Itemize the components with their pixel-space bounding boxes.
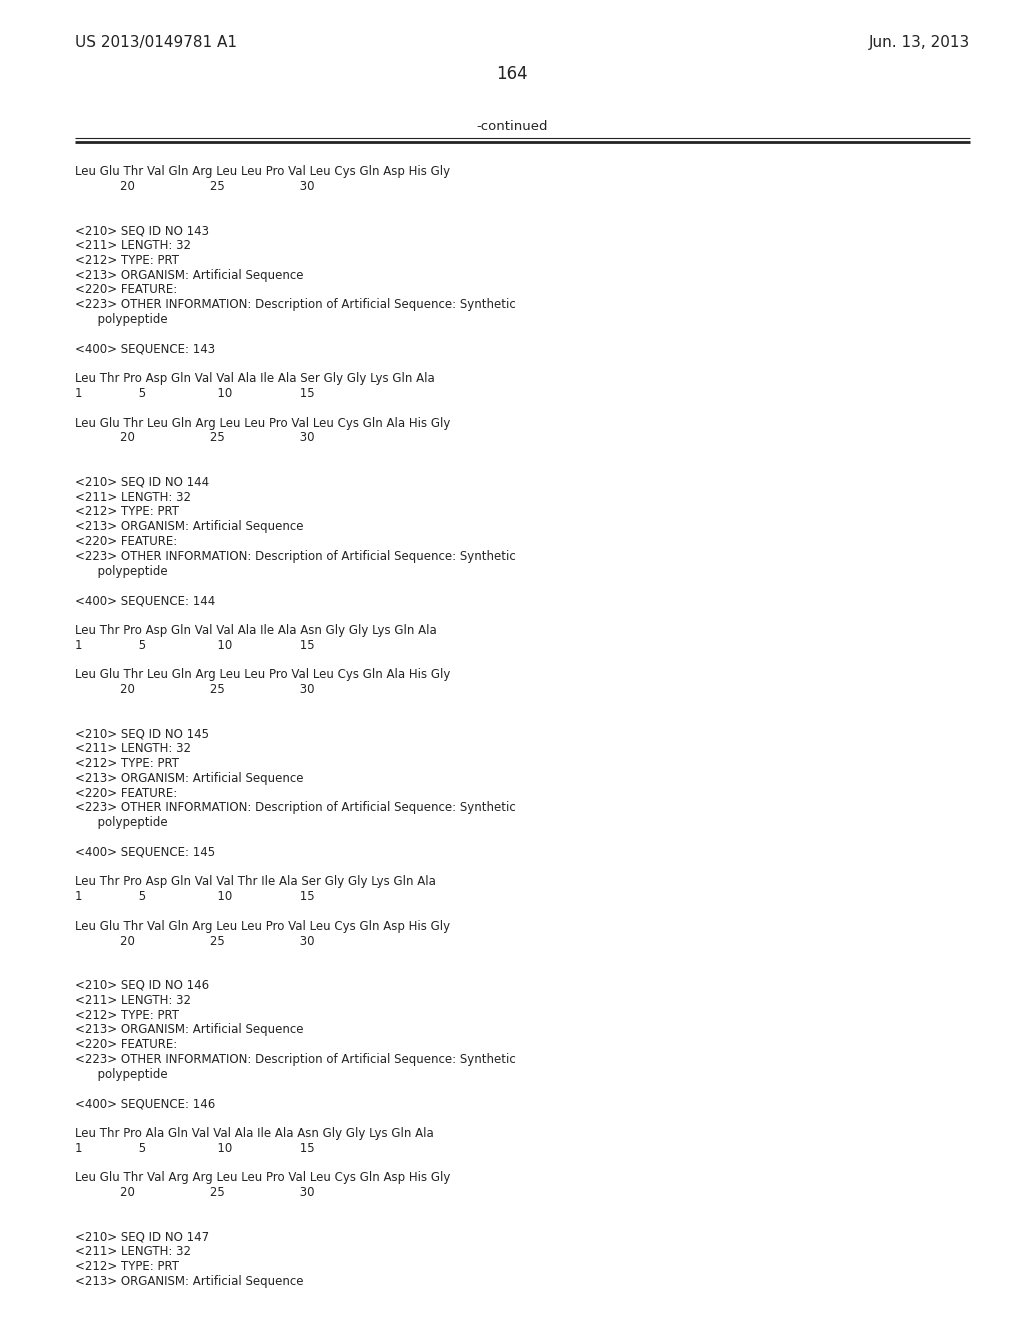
Text: 1               5                   10                  15: 1 5 10 15 [75, 639, 314, 652]
Text: <400> SEQUENCE: 145: <400> SEQUENCE: 145 [75, 846, 215, 859]
Text: <212> TYPE: PRT: <212> TYPE: PRT [75, 1261, 179, 1274]
Text: <213> ORGANISM: Artificial Sequence: <213> ORGANISM: Artificial Sequence [75, 520, 303, 533]
Text: <213> ORGANISM: Artificial Sequence: <213> ORGANISM: Artificial Sequence [75, 1023, 303, 1036]
Text: -continued: -continued [476, 120, 548, 133]
Text: <213> ORGANISM: Artificial Sequence: <213> ORGANISM: Artificial Sequence [75, 772, 303, 785]
Text: <223> OTHER INFORMATION: Description of Artificial Sequence: Synthetic: <223> OTHER INFORMATION: Description of … [75, 801, 516, 814]
Text: <210> SEQ ID NO 143: <210> SEQ ID NO 143 [75, 224, 209, 238]
Text: <210> SEQ ID NO 147: <210> SEQ ID NO 147 [75, 1230, 209, 1243]
Text: <212> TYPE: PRT: <212> TYPE: PRT [75, 253, 179, 267]
Text: Jun. 13, 2013: Jun. 13, 2013 [868, 36, 970, 50]
Text: Leu Glu Thr Val Gln Arg Leu Leu Pro Val Leu Cys Gln Asp His Gly: Leu Glu Thr Val Gln Arg Leu Leu Pro Val … [75, 920, 451, 933]
Text: polypeptide: polypeptide [75, 565, 168, 578]
Text: polypeptide: polypeptide [75, 1068, 168, 1081]
Text: <400> SEQUENCE: 143: <400> SEQUENCE: 143 [75, 343, 215, 355]
Text: Leu Thr Pro Ala Gln Val Val Ala Ile Ala Asn Gly Gly Lys Gln Ala: Leu Thr Pro Ala Gln Val Val Ala Ile Ala … [75, 1127, 434, 1140]
Text: <211> LENGTH: 32: <211> LENGTH: 32 [75, 239, 191, 252]
Text: 1               5                   10                  15: 1 5 10 15 [75, 1142, 314, 1155]
Text: <220> FEATURE:: <220> FEATURE: [75, 1039, 177, 1051]
Text: 164: 164 [497, 65, 527, 83]
Text: <223> OTHER INFORMATION: Description of Artificial Sequence: Synthetic: <223> OTHER INFORMATION: Description of … [75, 1053, 516, 1067]
Text: 20                    25                    30: 20 25 30 [75, 935, 314, 948]
Text: <211> LENGTH: 32: <211> LENGTH: 32 [75, 491, 191, 504]
Text: <400> SEQUENCE: 146: <400> SEQUENCE: 146 [75, 1097, 215, 1110]
Text: polypeptide: polypeptide [75, 816, 168, 829]
Text: Leu Thr Pro Asp Gln Val Val Ala Ile Ala Ser Gly Gly Lys Gln Ala: Leu Thr Pro Asp Gln Val Val Ala Ile Ala … [75, 372, 435, 385]
Text: <213> ORGANISM: Artificial Sequence: <213> ORGANISM: Artificial Sequence [75, 1275, 303, 1288]
Text: Leu Glu Thr Leu Gln Arg Leu Leu Pro Val Leu Cys Gln Ala His Gly: Leu Glu Thr Leu Gln Arg Leu Leu Pro Val … [75, 417, 451, 429]
Text: 20                    25                    30: 20 25 30 [75, 180, 314, 193]
Text: <210> SEQ ID NO 145: <210> SEQ ID NO 145 [75, 727, 209, 741]
Text: <210> SEQ ID NO 146: <210> SEQ ID NO 146 [75, 979, 209, 993]
Text: <220> FEATURE:: <220> FEATURE: [75, 284, 177, 297]
Text: <223> OTHER INFORMATION: Description of Artificial Sequence: Synthetic: <223> OTHER INFORMATION: Description of … [75, 298, 516, 312]
Text: <212> TYPE: PRT: <212> TYPE: PRT [75, 756, 179, 770]
Text: <223> OTHER INFORMATION: Description of Artificial Sequence: Synthetic: <223> OTHER INFORMATION: Description of … [75, 550, 516, 562]
Text: <220> FEATURE:: <220> FEATURE: [75, 787, 177, 800]
Text: Leu Glu Thr Leu Gln Arg Leu Leu Pro Val Leu Cys Gln Ala His Gly: Leu Glu Thr Leu Gln Arg Leu Leu Pro Val … [75, 668, 451, 681]
Text: <212> TYPE: PRT: <212> TYPE: PRT [75, 506, 179, 519]
Text: 20                    25                    30: 20 25 30 [75, 682, 314, 696]
Text: 20                    25                    30: 20 25 30 [75, 1187, 314, 1199]
Text: US 2013/0149781 A1: US 2013/0149781 A1 [75, 36, 237, 50]
Text: Leu Glu Thr Val Arg Arg Leu Leu Pro Val Leu Cys Gln Asp His Gly: Leu Glu Thr Val Arg Arg Leu Leu Pro Val … [75, 1171, 451, 1184]
Text: 1               5                   10                  15: 1 5 10 15 [75, 387, 314, 400]
Text: <211> LENGTH: 32: <211> LENGTH: 32 [75, 994, 191, 1007]
Text: <220> FEATURE:: <220> FEATURE: [75, 535, 177, 548]
Text: 1               5                   10                  15: 1 5 10 15 [75, 890, 314, 903]
Text: Leu Glu Thr Val Gln Arg Leu Leu Pro Val Leu Cys Gln Asp His Gly: Leu Glu Thr Val Gln Arg Leu Leu Pro Val … [75, 165, 451, 178]
Text: Leu Thr Pro Asp Gln Val Val Thr Ile Ala Ser Gly Gly Lys Gln Ala: Leu Thr Pro Asp Gln Val Val Thr Ile Ala … [75, 875, 436, 888]
Text: Leu Thr Pro Asp Gln Val Val Ala Ile Ala Asn Gly Gly Lys Gln Ala: Leu Thr Pro Asp Gln Val Val Ala Ile Ala … [75, 624, 437, 636]
Text: <212> TYPE: PRT: <212> TYPE: PRT [75, 1008, 179, 1022]
Text: 20                    25                    30: 20 25 30 [75, 432, 314, 445]
Text: <400> SEQUENCE: 144: <400> SEQUENCE: 144 [75, 594, 215, 607]
Text: <211> LENGTH: 32: <211> LENGTH: 32 [75, 1245, 191, 1258]
Text: polypeptide: polypeptide [75, 313, 168, 326]
Text: <210> SEQ ID NO 144: <210> SEQ ID NO 144 [75, 475, 209, 488]
Text: <211> LENGTH: 32: <211> LENGTH: 32 [75, 742, 191, 755]
Text: <213> ORGANISM: Artificial Sequence: <213> ORGANISM: Artificial Sequence [75, 268, 303, 281]
